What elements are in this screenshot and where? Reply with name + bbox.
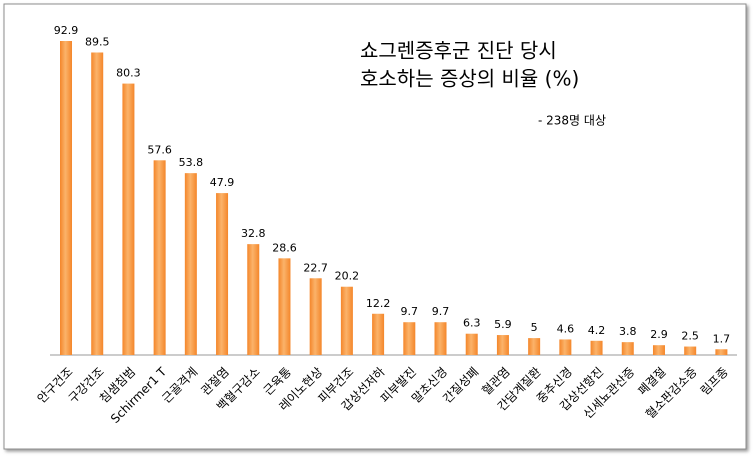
bar: [372, 313, 385, 355]
bar: [496, 335, 509, 355]
data-label: 6.3: [463, 317, 481, 330]
data-label: 89.5: [85, 35, 110, 48]
data-label: 53.8: [179, 156, 204, 169]
bar: [652, 345, 665, 355]
bar: [340, 286, 353, 355]
data-label: 28.6: [272, 241, 297, 254]
bar: [559, 339, 572, 355]
bar: [216, 193, 229, 355]
chart-title: 쇼그렌증후군 진단 당시: [360, 39, 557, 63]
data-label: 32.8: [241, 227, 266, 240]
data-label: 9.7: [432, 305, 450, 318]
bar: [122, 83, 135, 355]
bar: [528, 338, 541, 355]
data-label: 4.2: [588, 324, 606, 337]
data-label: 12.2: [366, 297, 391, 310]
data-label: 4.6: [557, 322, 575, 335]
bar: [184, 173, 197, 355]
data-label: 80.3: [116, 67, 141, 80]
bar: [403, 322, 416, 355]
bar: [278, 258, 291, 355]
bar: [91, 52, 104, 355]
bar: [621, 342, 634, 355]
bar: [60, 41, 73, 355]
bar: [590, 340, 603, 355]
data-label: 57.6: [147, 143, 172, 156]
bar: [684, 346, 697, 355]
data-label: 5.9: [494, 318, 512, 331]
data-label: 5: [531, 321, 538, 334]
bar: [434, 322, 447, 355]
bar: [309, 278, 322, 355]
data-label: 92.9: [54, 24, 79, 37]
data-label: 1.7: [713, 332, 731, 345]
bar: [153, 160, 166, 355]
data-label: 9.7: [401, 305, 419, 318]
data-label: 22.7: [303, 261, 328, 274]
chart-subtitle: - 238명 대상: [538, 114, 606, 128]
data-label: 2.5: [681, 330, 699, 343]
data-label: 3.8: [619, 325, 637, 338]
bar: [465, 333, 478, 355]
data-label: 47.9: [210, 176, 235, 189]
chart-title: 호소하는 증상의 비율 (%): [360, 67, 579, 91]
bar: [247, 244, 260, 355]
bar: [715, 349, 728, 355]
data-label: 20.2: [335, 270, 360, 283]
data-label: 2.9: [650, 328, 668, 341]
